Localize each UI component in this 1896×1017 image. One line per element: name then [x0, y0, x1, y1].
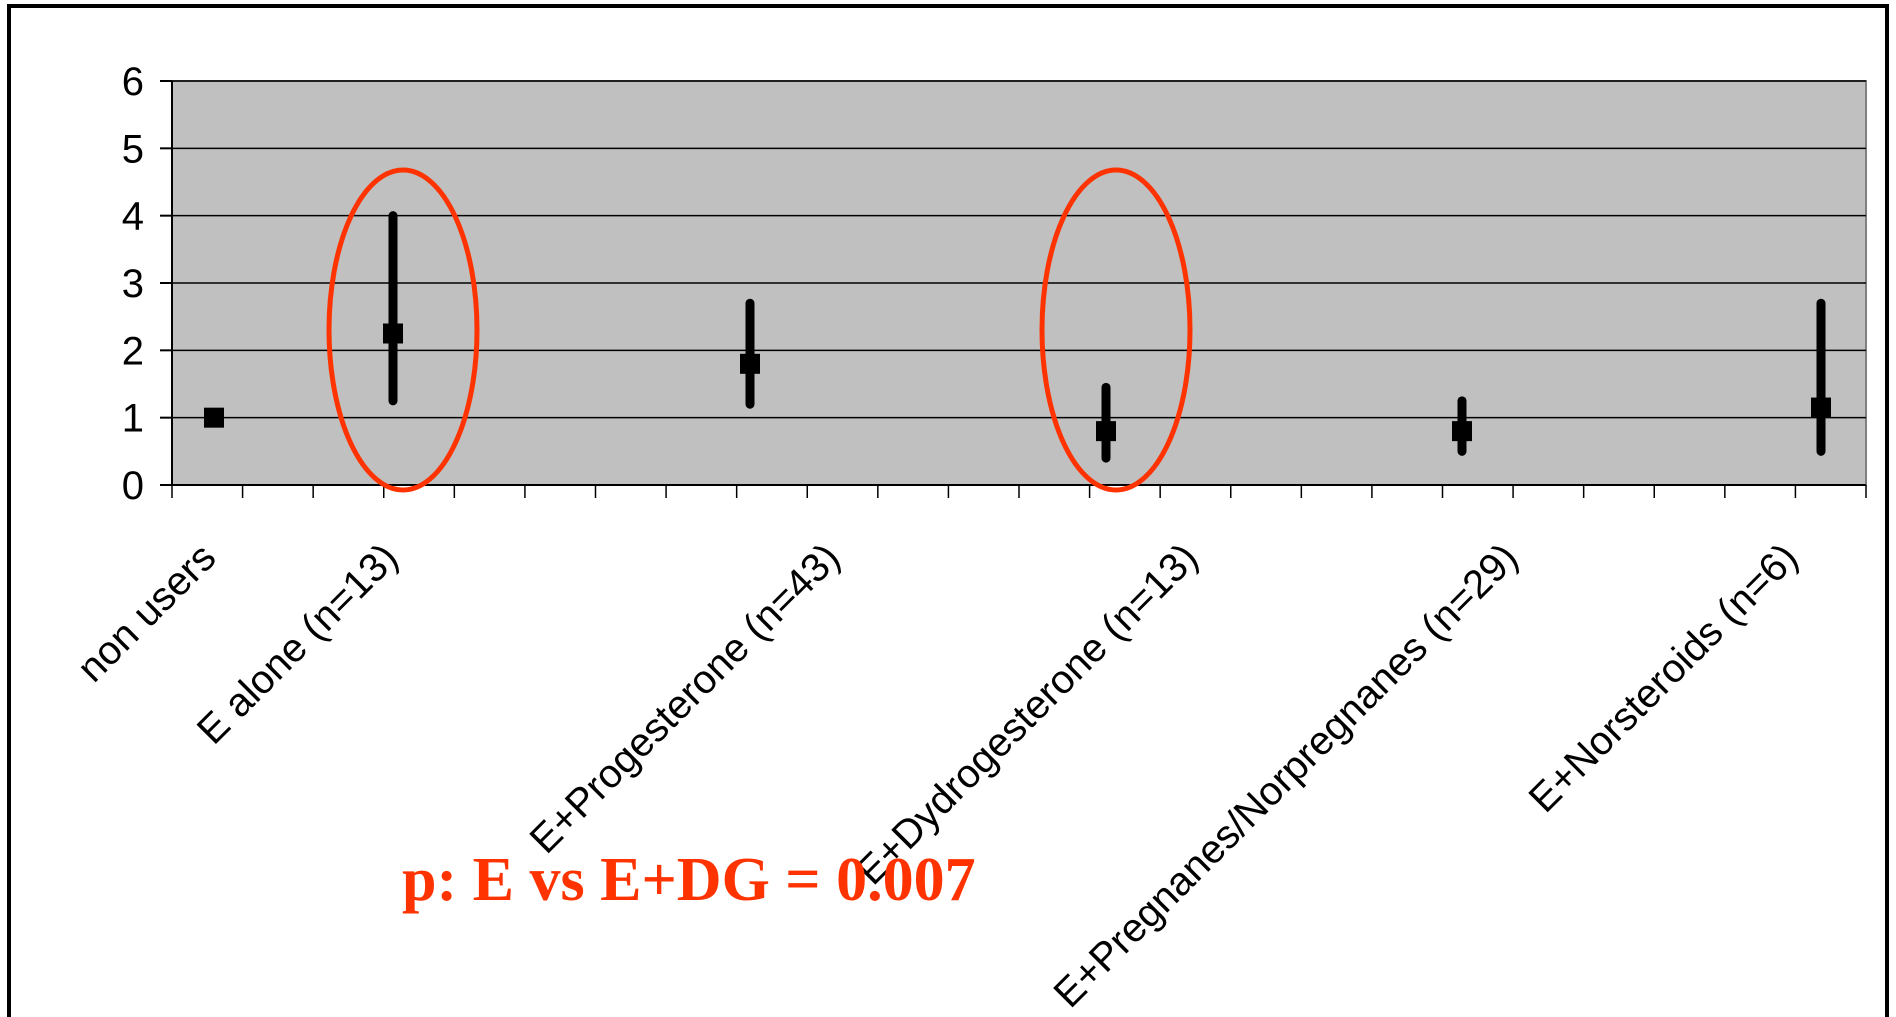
x-category-label-2: E+Progesterone (n=43) — [522, 535, 849, 862]
y-tick-label-6: 6 — [122, 60, 144, 104]
point-marker-5 — [1811, 397, 1831, 418]
y-tick-label-3: 3 — [122, 262, 144, 306]
point-marker-3 — [1096, 421, 1116, 442]
y-tick-label-1: 1 — [122, 397, 144, 441]
y-tick-label-4: 4 — [122, 195, 144, 239]
y-tick-label-0: 0 — [122, 464, 144, 508]
p-value-annotation: p: E vs E+DG = 0.007 — [402, 846, 976, 914]
x-category-label-5: E+Norsteroids (n=6) — [1521, 535, 1807, 821]
data-marks — [204, 211, 1831, 463]
highlight-ellipse-1 — [1039, 167, 1193, 493]
point-marker-1 — [383, 323, 403, 344]
outer-border — [7, 4, 1889, 1017]
highlight-ellipse-0 — [326, 167, 480, 493]
point-marker-4 — [1452, 421, 1472, 442]
point-marker-0 — [204, 407, 224, 428]
x-category-label-3: E+Dydrogesterone (n=13) — [848, 535, 1206, 893]
point-marker-2 — [740, 353, 760, 374]
highlight-ellipses — [326, 167, 1193, 493]
y-tick-label-5: 5 — [122, 127, 144, 171]
x-category-label-0: non users — [69, 535, 224, 690]
y-axis: 0 1 2 3 4 5 6 — [122, 60, 173, 508]
plot-area — [171, 80, 1867, 486]
y-tick-label-2: 2 — [122, 329, 144, 373]
